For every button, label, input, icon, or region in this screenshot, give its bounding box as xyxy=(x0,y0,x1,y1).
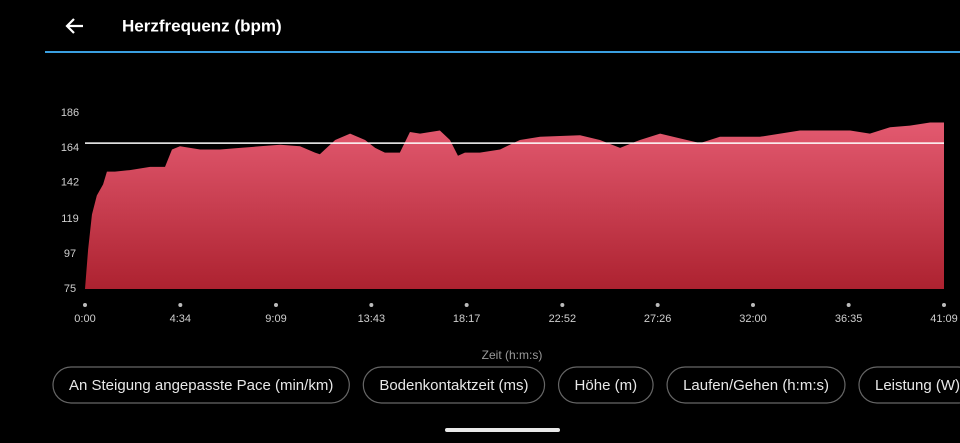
x-tick-label: 9:09 xyxy=(265,313,286,325)
header-divider xyxy=(45,51,960,53)
y-tick-label: 142 xyxy=(61,177,79,189)
x-tick-dot xyxy=(464,303,469,307)
y-tick-label: 164 xyxy=(61,142,79,154)
x-tick-dot xyxy=(846,303,851,307)
x-tick-dot xyxy=(942,303,946,307)
chip-outline[interactable] xyxy=(52,366,350,404)
home-indicator xyxy=(445,428,560,432)
x-tick-dot xyxy=(83,303,87,307)
chip-label[interactable]: Laufen/Gehen (h:m:s) xyxy=(683,377,829,394)
x-tick-label: 13:43 xyxy=(358,313,386,325)
x-axis-label: Zeit (h:m:s) xyxy=(482,348,543,362)
y-tick-label: 75 xyxy=(64,283,76,295)
chip[interactable]: Leistung (W) xyxy=(858,366,960,404)
chip[interactable]: Höhe (m) xyxy=(557,366,654,404)
chip-outline[interactable] xyxy=(858,366,960,404)
chip-outline[interactable] xyxy=(362,366,546,404)
x-tick-dot xyxy=(750,303,755,307)
y-tick-label: 186 xyxy=(61,107,79,119)
x-tick-dot xyxy=(178,303,183,307)
chip[interactable]: Laufen/Gehen (h:m:s) xyxy=(666,366,846,404)
x-tick-label: 4:34 xyxy=(170,313,191,325)
x-tick-dot xyxy=(369,303,374,307)
y-tick-label: 97 xyxy=(64,248,76,260)
x-tick-dot xyxy=(560,303,565,307)
chip-label[interactable]: Leistung (W) xyxy=(875,377,960,394)
chip[interactable]: An Steigung angepasste Pace (min/km) xyxy=(52,366,350,404)
x-tick-label: 36:35 xyxy=(835,313,863,325)
chip-label[interactable]: Höhe (m) xyxy=(575,377,638,394)
chip-outline[interactable] xyxy=(557,366,654,404)
x-tick-label: 22:52 xyxy=(549,313,577,325)
chip[interactable]: Bodenkontaktzeit (ms) xyxy=(362,366,546,404)
x-tick-dot xyxy=(655,303,660,307)
header-title: Herzfrequenz (bpm) xyxy=(122,16,282,35)
x-tick-label: 18:17 xyxy=(453,313,481,325)
x-tick-dot xyxy=(274,303,279,307)
chip-label[interactable]: Bodenkontaktzeit (ms) xyxy=(379,377,528,394)
chip-label[interactable]: An Steigung angepasste Pace (min/km) xyxy=(69,377,333,394)
y-tick-label: 119 xyxy=(61,213,79,225)
x-tick-label: 41:09 xyxy=(930,313,958,325)
x-tick-label: 32:00 xyxy=(739,313,767,325)
x-tick-label: 0:00 xyxy=(74,313,95,325)
x-tick-label: 27:26 xyxy=(644,313,672,325)
back-button[interactable] xyxy=(65,18,83,34)
back-arrow[interactable] xyxy=(65,18,83,34)
area xyxy=(85,122,944,289)
chip-outline[interactable] xyxy=(666,366,846,404)
